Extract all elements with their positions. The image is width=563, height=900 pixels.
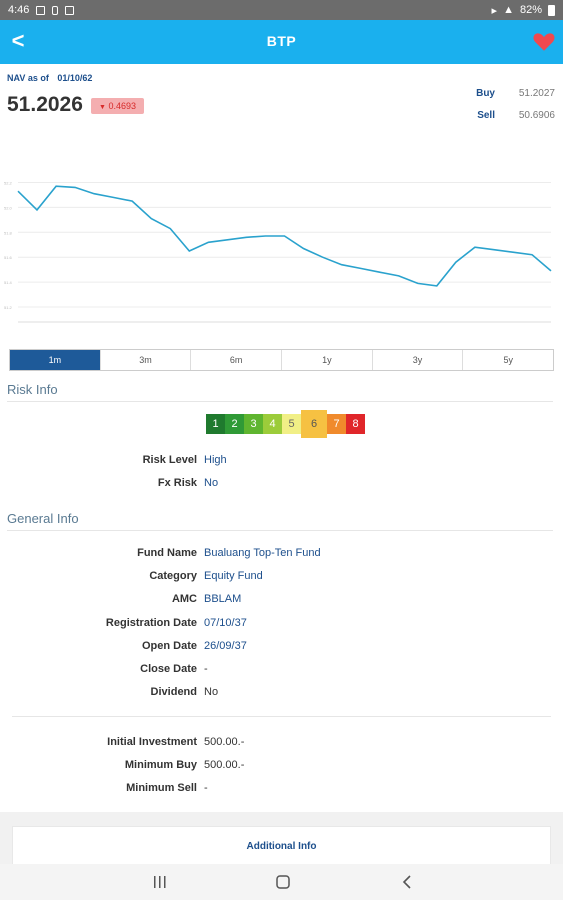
- minimum-sell-value: -: [204, 782, 208, 794]
- risk-level-5: 5: [282, 414, 301, 434]
- divider: [7, 401, 553, 402]
- fx-risk-label: Fx Risk: [157, 477, 197, 489]
- y-tick-label: 52.0: [4, 205, 13, 210]
- period-tab-6m[interactable]: 6m: [190, 350, 281, 370]
- minimum-buy-value: 500.00.-: [204, 759, 245, 771]
- additional-info-button[interactable]: Additional Info: [12, 826, 551, 866]
- y-tick-label: 51.4: [4, 280, 13, 285]
- nav-date: 01/10/62: [57, 73, 93, 83]
- category-label: Category: [149, 570, 197, 583]
- buy-price: Buy 51.2027: [476, 88, 555, 99]
- favorite-heart-icon[interactable]: [531, 28, 557, 54]
- y-tick-label: 51.8: [4, 230, 13, 235]
- nav-header: NAV as of 01/10/62: [7, 73, 92, 83]
- minimum-buy-label: Minimum Buy: [124, 759, 197, 771]
- amc-value: BBLAM: [204, 593, 242, 606]
- y-tick-label: 51.6: [4, 255, 13, 260]
- fx-risk-value: No: [204, 477, 219, 489]
- back-button[interactable]: <: [11, 28, 25, 53]
- open-date-value: 26/09/37: [204, 639, 247, 652]
- signal-icon: ▲: [503, 4, 514, 16]
- system-nav-bar: [0, 864, 563, 900]
- dividend-label: Dividend: [150, 686, 197, 699]
- period-selector: 1m 3m 6m 1y 3y 5y: [9, 349, 554, 371]
- y-tick-label: 51.2: [4, 305, 13, 310]
- risk-level-2: 2: [225, 414, 244, 434]
- fund-name-label: Fund Name: [137, 547, 197, 559]
- risk-level-6: 6: [301, 410, 327, 438]
- buy-value: 51.2027: [518, 88, 555, 99]
- risk-level-4: 4: [263, 414, 282, 434]
- nav-value: 51.2026: [7, 93, 83, 116]
- amc-label: AMC: [171, 593, 197, 606]
- home-icon[interactable]: [273, 872, 293, 892]
- buy-label: Buy: [476, 88, 495, 99]
- risk-level-3: 3: [244, 414, 263, 434]
- nav-change-value: 0.4693: [108, 101, 136, 111]
- registration-date-label: Registration Date: [105, 616, 197, 629]
- status-time: 4:46: [8, 4, 30, 16]
- close-date-label: Close Date: [140, 663, 197, 675]
- app-bar: < BTP: [0, 20, 563, 64]
- initial-investment-label: Initial Investment: [107, 736, 197, 748]
- grid-icon: [65, 5, 75, 15]
- gallery-icon: [36, 5, 46, 15]
- initial-investment-value: 500.00.-: [204, 736, 245, 748]
- wifi-icon: ▸: [491, 4, 498, 17]
- period-tab-3m[interactable]: 3m: [99, 350, 191, 370]
- sell-label: Sell: [477, 110, 495, 121]
- nav-change-badge: ▼ 0.4693: [91, 98, 144, 114]
- battery-icon: [548, 4, 555, 16]
- down-arrow-icon: ▼: [99, 104, 106, 111]
- registration-date-value: 07/10/37: [204, 616, 247, 629]
- period-tab-1m[interactable]: 1m: [10, 350, 100, 370]
- usb-icon: [52, 5, 59, 15]
- divider: [12, 716, 551, 717]
- nav-label: NAV as of: [7, 73, 49, 83]
- sell-price: Sell 50.6906: [477, 110, 555, 121]
- minimum-sell-label: Minimum Sell: [126, 782, 197, 794]
- sell-value: 50.6906: [518, 110, 555, 121]
- risk-level-1: 1: [206, 414, 225, 434]
- page-title: BTP: [266, 33, 297, 49]
- status-bar: 4:46 ▸ ▲ 82%: [0, 0, 563, 20]
- risk-level-8: 8: [346, 414, 365, 434]
- risk-level-value: High: [204, 454, 227, 466]
- nav-line-chart[interactable]: 51.2 51.4 51.6 51.8 52.0 52.2: [0, 165, 563, 335]
- back-nav-icon[interactable]: [397, 872, 417, 892]
- period-tab-3y[interactable]: 3y: [371, 350, 463, 370]
- period-tab-5y[interactable]: 5y: [462, 350, 553, 370]
- category-value: Equity Fund: [204, 570, 263, 583]
- risk-info-title: Risk Info: [7, 382, 58, 397]
- risk-level-label: Risk Level: [142, 454, 197, 466]
- period-tab-1y[interactable]: 1y: [281, 350, 372, 370]
- divider: [7, 530, 553, 531]
- y-tick-label: 52.2: [4, 180, 13, 185]
- fund-name-value: Bualuang Top-Ten Fund: [204, 547, 321, 559]
- close-date-value: -: [204, 663, 208, 675]
- general-info-title: General Info: [7, 511, 79, 526]
- risk-level-7: 7: [327, 414, 346, 434]
- recent-apps-icon[interactable]: [150, 872, 170, 892]
- nav-series-line: [17, 185, 552, 287]
- open-date-label: Open Date: [141, 639, 197, 652]
- dividend-value: No: [204, 686, 219, 699]
- battery-percent: 82%: [519, 4, 542, 16]
